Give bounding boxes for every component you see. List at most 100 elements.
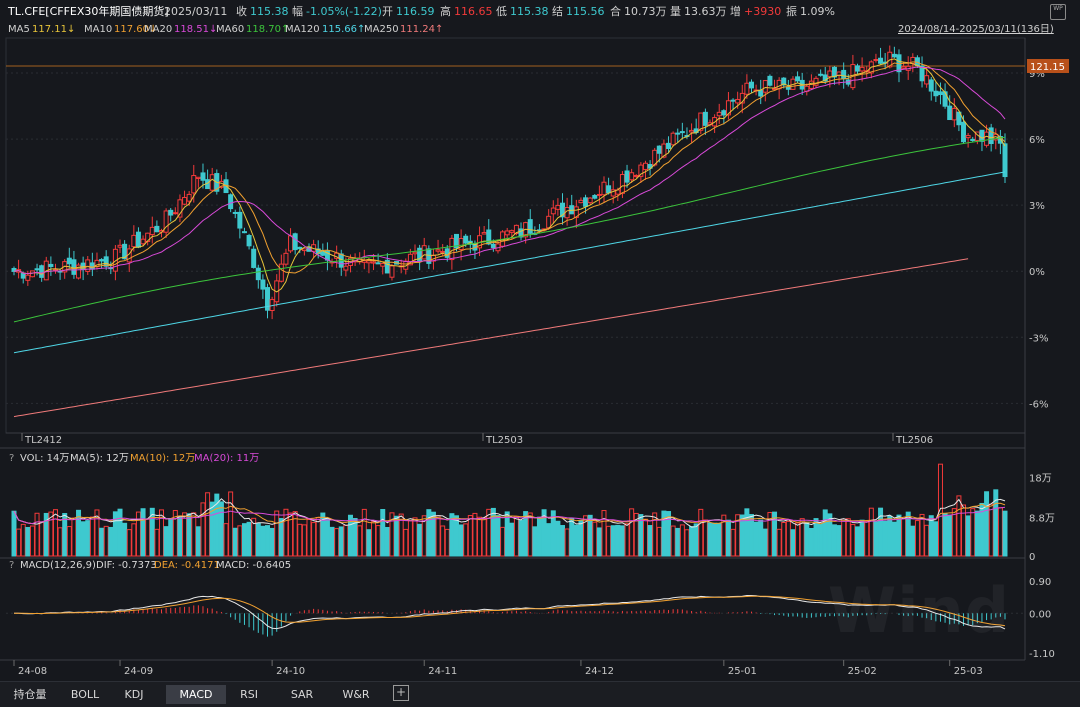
candle-body xyxy=(933,90,939,97)
macd-tick-label: -1.10 xyxy=(1029,649,1055,660)
volume-bar xyxy=(334,528,340,557)
volume-bar xyxy=(527,512,533,557)
volume-bar xyxy=(767,512,773,557)
volume-bar xyxy=(712,522,718,557)
oi-change-value: +3930 xyxy=(744,5,782,18)
candle-body xyxy=(251,248,257,268)
volume-bar xyxy=(131,523,137,557)
volume-bar xyxy=(578,520,584,557)
volume-bar xyxy=(186,513,192,557)
volume-tick-label: 8.8万 xyxy=(1029,514,1055,525)
candle-body xyxy=(34,268,40,271)
date-range[interactable]: 2024/08/14-2025/03/11(136日) xyxy=(898,24,1054,35)
candle-body xyxy=(440,250,446,254)
ma250-line xyxy=(13,258,969,418)
candle-body xyxy=(504,230,510,236)
low-value: 115.38 xyxy=(510,5,549,18)
volume-bar xyxy=(57,527,63,557)
grid xyxy=(0,37,1026,661)
volume-ma20: MA(20): 11万 xyxy=(194,453,259,464)
quote-date: 2025/03/11 xyxy=(164,5,228,18)
volume-bar xyxy=(758,519,764,557)
volume-bar xyxy=(48,511,54,557)
candle-body xyxy=(827,70,833,78)
volume-bar xyxy=(43,512,49,557)
macd-dea-line xyxy=(14,595,1006,627)
volume-bar xyxy=(772,511,778,557)
volume-bar xyxy=(103,525,109,557)
candle-body xyxy=(283,252,289,265)
candle-body xyxy=(638,164,644,177)
volume-bar xyxy=(947,514,953,557)
chart-canvas[interactable]: 9% 6% 3% 0% -3% -6% 121.15 TL2412 TL2503 TL2506? V… xyxy=(0,0,1080,681)
volume-bar xyxy=(495,515,501,557)
ma20-line xyxy=(13,66,1006,275)
volume-bar xyxy=(679,524,685,557)
candle-body xyxy=(979,129,985,142)
candle-body xyxy=(389,265,395,278)
volume-bar xyxy=(99,527,105,557)
candle-body xyxy=(89,262,95,270)
date-label: 24-08 xyxy=(18,666,47,677)
candle-body xyxy=(99,259,105,262)
volume-bar xyxy=(813,518,819,557)
ma-legend: MA5 117.11↓ MA10 117.60↓ MA20 118.51↓ MA… xyxy=(0,22,1080,38)
volume-bar xyxy=(744,508,750,557)
volume-bar xyxy=(864,520,870,557)
tab-boll[interactable]: BOLL xyxy=(70,688,100,701)
candle-body xyxy=(320,251,326,256)
candle-body xyxy=(592,194,598,199)
quote-header: TL.CFE[CFFEX30年期国债期货] 2025/03/11 收 115.3… xyxy=(0,0,1080,24)
volume-bar xyxy=(684,529,690,557)
candle-body xyxy=(629,172,635,181)
plus-icon[interactable]: + xyxy=(393,685,409,701)
tab-macd[interactable]: MACD xyxy=(166,685,226,704)
volume-bar xyxy=(647,525,653,557)
tab-kdj[interactable]: KDJ xyxy=(124,688,144,701)
volume-bar xyxy=(702,519,708,557)
open-label: 开 xyxy=(382,5,393,18)
candle-body xyxy=(241,231,247,234)
candle-body xyxy=(11,268,17,272)
candle-body xyxy=(407,253,413,266)
volume-bar xyxy=(518,519,524,557)
candle-body xyxy=(855,65,861,72)
candle-body xyxy=(154,225,160,233)
volume-bar xyxy=(569,517,575,557)
candle-body xyxy=(527,219,533,234)
candle-body xyxy=(278,263,284,282)
candle-body xyxy=(666,142,672,149)
volume-bar xyxy=(822,509,828,557)
macd-name: MACD(12,26,9) xyxy=(20,560,96,571)
settle-label: 结 xyxy=(552,5,563,18)
volume-bar xyxy=(500,526,506,557)
volume-bar xyxy=(808,527,814,557)
volume-bar xyxy=(154,528,160,557)
volume-bar xyxy=(117,508,123,557)
volume-bar xyxy=(430,511,436,557)
indicator-tab-bar: 持仓量 BOLL KDJ MACD RSI SAR W&R + xyxy=(0,681,1080,707)
volume-bar xyxy=(652,512,658,557)
volume-bar xyxy=(633,512,639,557)
candle-body xyxy=(518,228,524,238)
wp-icon[interactable]: WP xyxy=(1050,4,1066,20)
candle-body xyxy=(509,230,515,233)
volume-bar xyxy=(122,522,128,557)
volume-bar xyxy=(283,508,289,557)
candle-body xyxy=(380,263,386,267)
tab-rsi[interactable]: RSI xyxy=(240,688,258,701)
candle-body xyxy=(901,66,907,69)
volume-bar xyxy=(241,523,247,557)
volume-tick-label: 18万 xyxy=(1029,473,1052,484)
candle-body xyxy=(596,193,602,196)
volume-bar xyxy=(85,520,91,557)
volume-bar xyxy=(384,526,390,557)
tab-wr[interactable]: W&R xyxy=(342,688,370,701)
volume-bar xyxy=(555,520,561,557)
candle-body xyxy=(984,131,990,146)
tab-open-interest[interactable]: 持仓量 xyxy=(13,688,47,701)
tab-sar[interactable]: SAR xyxy=(290,688,314,701)
volume-bar xyxy=(831,524,837,557)
price-tick-label: 9% xyxy=(1029,69,1045,80)
volume-bar xyxy=(218,501,224,557)
